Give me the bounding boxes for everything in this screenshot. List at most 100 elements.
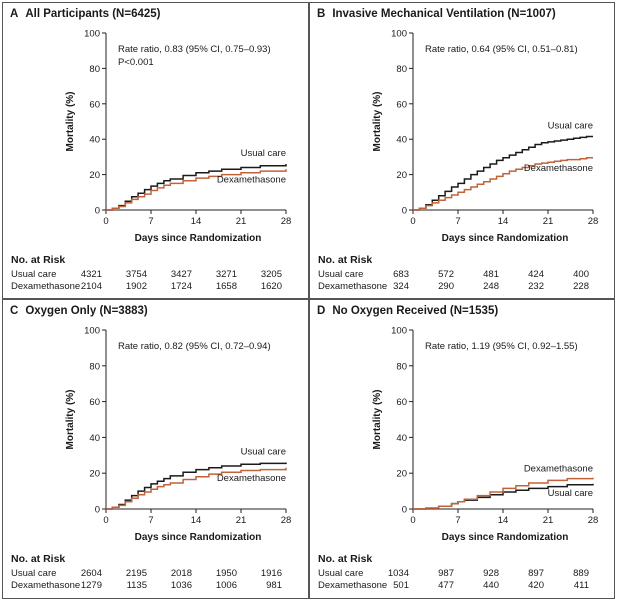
x-axis-label: Days since Randomization <box>442 532 569 543</box>
panel-all-participants: A All Participants (N=6425) 0 20 40 60 80 100 0… <box>2 2 309 299</box>
dexamethasone-curve <box>106 169 287 211</box>
risk-count: 290 <box>438 281 454 292</box>
y-axis-label: Mortality (%) <box>372 390 383 450</box>
risk-count: 248 <box>483 281 499 292</box>
rate-ratio-annotation: Rate ratio, 0.83 (95% CI, 0.75–0.93) <box>118 44 271 55</box>
risk-count: 324 <box>393 281 409 292</box>
x-axis-label: Days since Randomization <box>135 532 262 543</box>
risk-row-dexamethasone: Dexamethasone 324 290 248 232 228 <box>318 281 608 293</box>
x-tick-label: 0 <box>103 515 108 526</box>
y-tick-label: 0 <box>95 505 100 516</box>
km-chart: 0 20 40 60 80 100 0 7 14 21 28 Days since Randomiza… <box>65 29 291 245</box>
risk-count: 981 <box>266 580 282 591</box>
panel-oxygen-only: C Oxygen Only (N=3883) 0 20 40 60 80 100 0 7 14 21… <box>2 299 309 599</box>
x-tick-label: 7 <box>455 216 460 227</box>
risk-count: 501 <box>393 580 409 591</box>
risk-table-title: No. at Risk <box>11 553 66 565</box>
risk-count: 3427 <box>170 269 192 280</box>
panel-title: C Oxygen Only (N=3883) <box>10 305 148 317</box>
risk-row-label: Usual care <box>318 269 364 280</box>
dexamethasone-label: Dexamethasone <box>524 163 593 174</box>
risk-count: 1724 <box>170 281 192 292</box>
dexamethasone-curve <box>413 157 593 211</box>
y-tick-label: 60 <box>89 397 100 408</box>
usual-care-curve <box>106 164 287 211</box>
panel-title-text: Oxygen Only (N=3883) <box>25 305 148 317</box>
y-tick-label: 20 <box>89 469 100 480</box>
x-tick-label: 14 <box>498 515 509 526</box>
risk-count: 3754 <box>125 269 147 280</box>
panel-title: D No Oxygen Received (N=1535) <box>317 305 498 317</box>
risk-count: 481 <box>483 269 499 280</box>
y-tick-label: 0 <box>402 206 407 217</box>
y-tick-label: 0 <box>95 206 100 217</box>
y-tick-label: 80 <box>396 64 407 75</box>
risk-count: 987 <box>438 568 454 579</box>
y-tick-label: 80 <box>89 64 100 75</box>
risk-count: 897 <box>528 568 544 579</box>
y-axis-label: Mortality (%) <box>372 92 383 152</box>
y-tick-label: 80 <box>89 361 100 372</box>
risk-row-label: Usual care <box>11 269 57 280</box>
usual-care-label: Usual care <box>241 148 286 159</box>
risk-count: 400 <box>573 269 589 280</box>
risk-count: 2195 <box>125 568 147 579</box>
panel-title-text: All Participants (N=6425) <box>25 8 161 20</box>
y-tick-label: 20 <box>89 170 100 181</box>
y-tick-label: 40 <box>89 135 100 146</box>
x-tick-label: 7 <box>148 216 153 227</box>
km-chart: 0 20 40 60 80 100 0 7 14 21 28 Days since Randomiza… <box>372 29 598 245</box>
y-tick-label: 40 <box>396 433 407 444</box>
x-tick-label: 14 <box>191 515 202 526</box>
risk-count: 4321 <box>80 269 102 280</box>
risk-count: 424 <box>528 269 544 280</box>
y-tick-label: 100 <box>391 29 407 40</box>
dexamethasone-label: Dexamethasone <box>217 473 286 484</box>
usual-care-label: Usual care <box>548 121 593 132</box>
km-chart: 0 20 40 60 80 100 0 7 14 21 28 Days since Randomiza… <box>372 326 599 544</box>
risk-table-title: No. at Risk <box>318 553 373 565</box>
y-axis-label: Mortality (%) <box>65 92 76 152</box>
risk-row-usual-care: Usual care 2604 2195 2018 1950 1916 <box>11 568 301 580</box>
risk-count: 440 <box>483 580 499 591</box>
usual-care-curve <box>413 135 593 211</box>
risk-row-usual-care: Usual care 683 572 481 424 400 <box>318 269 608 281</box>
x-axis-label: Days since Randomization <box>442 233 569 244</box>
risk-row-label: Usual care <box>11 568 57 579</box>
x-tick-label: 0 <box>410 216 415 227</box>
risk-row-label: Usual care <box>318 568 364 579</box>
risk-count: 1902 <box>125 281 147 292</box>
y-tick-label: 20 <box>396 170 407 181</box>
x-tick-label: 14 <box>191 216 202 227</box>
risk-count: 3271 <box>215 269 237 280</box>
usual-care-label: Usual care <box>548 488 593 499</box>
risk-count: 2018 <box>170 568 192 579</box>
risk-count: 1916 <box>260 568 282 579</box>
y-tick-label: 100 <box>391 326 407 337</box>
y-tick-label: 0 <box>402 505 407 516</box>
x-tick-label: 28 <box>588 515 599 526</box>
x-tick-label: 0 <box>410 515 415 526</box>
risk-row-dexamethasone: Dexamethasone 1279 1135 1036 1006 981 <box>11 580 301 592</box>
dexamethasone-label: Dexamethasone <box>524 464 593 475</box>
dexamethasone-curve <box>413 477 594 510</box>
y-tick-label: 60 <box>396 99 407 110</box>
y-tick-label: 40 <box>89 433 100 444</box>
y-tick-label: 40 <box>396 135 407 146</box>
risk-count: 1950 <box>215 568 237 579</box>
risk-count: 1036 <box>170 580 192 591</box>
x-tick-label: 7 <box>148 515 153 526</box>
x-tick-label: 14 <box>498 216 509 227</box>
panel-letter: B <box>317 8 326 20</box>
x-tick-label: 0 <box>103 216 108 227</box>
risk-count: 420 <box>528 580 544 591</box>
risk-row-label: Dexamethasone <box>318 281 388 292</box>
risk-row-label: Dexamethasone <box>11 281 81 292</box>
risk-count: 232 <box>528 281 544 292</box>
y-tick-label: 60 <box>89 99 100 110</box>
rate-ratio-annotation: Rate ratio, 0.64 (95% CI, 0.51–0.81) <box>425 44 578 55</box>
panel-letter: C <box>10 305 19 317</box>
risk-count: 889 <box>573 568 589 579</box>
risk-row-dexamethasone: Dexamethasone 2104 1902 1724 1658 1620 <box>11 281 301 293</box>
rate-ratio-annotation: Rate ratio, 0.82 (95% CI, 0.72–0.94) <box>118 341 271 352</box>
